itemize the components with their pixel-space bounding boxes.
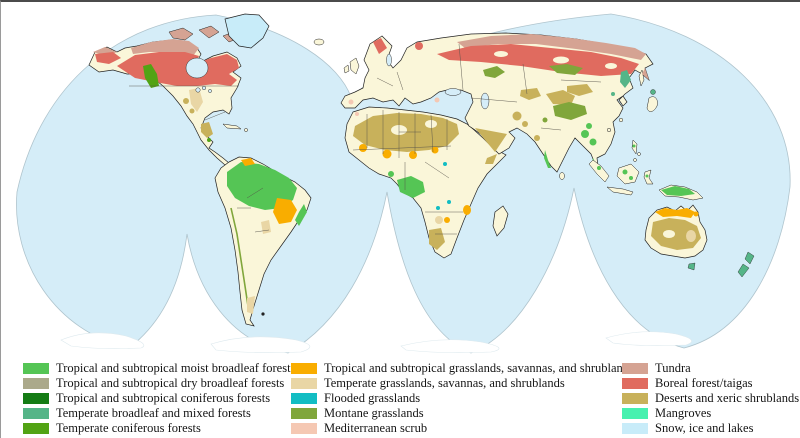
legend-item: Tundra: [622, 361, 799, 376]
legend-swatch-flooded-grasslands: [291, 393, 317, 404]
legend-swatch-tropical-grasslands: [291, 363, 317, 374]
iceland: [313, 38, 325, 46]
legend-item: Tropical and subtropical dry broadleaf f…: [23, 376, 295, 391]
greenland: [224, 13, 325, 49]
black-sea: [444, 88, 462, 96]
biome-patches-australia: [651, 208, 701, 250]
legend-item: Mangroves: [622, 406, 799, 421]
legend-swatch-temperate-broadleaf-mixed: [23, 408, 49, 419]
legend-label: Mediterranean scrub: [324, 421, 428, 435]
map-svg: [16, 13, 791, 354]
borneo: [616, 163, 640, 185]
legend-label: Montane grasslands: [324, 406, 424, 420]
legend-swatch-tundra: [622, 363, 648, 374]
legend-item: Temperate broadleaf and mixed forests: [23, 406, 295, 421]
legend-item: Temperate grasslands, savannas, and shru…: [291, 376, 634, 391]
legend-item: Tropical and subtropical moist broadleaf…: [23, 361, 295, 376]
legend-item: Snow, ice and lakes: [622, 421, 799, 436]
legend-label: Flooded grasslands: [324, 391, 421, 405]
legend-label: Tundra: [655, 361, 691, 375]
caspian-sea: [480, 92, 490, 110]
sri-lanka: [559, 172, 565, 180]
legend-swatch-dry-broadleaf: [23, 378, 49, 389]
legend-label: Temperate broadleaf and mixed forests: [56, 406, 251, 420]
legend-item: Flooded grasslands: [291, 391, 634, 406]
great-lakes: [195, 87, 201, 93]
legend-column-1: Tropical and subtropical moist broadleaf…: [23, 361, 295, 436]
legend-swatch-snow-ice-lakes: [622, 423, 648, 434]
baltic-sea: [386, 53, 392, 67]
legend-swatch-boreal-forest: [622, 378, 648, 389]
legend: Tropical and subtropical moist broadleaf…: [1, 354, 800, 438]
legend-swatch-deserts-xeric: [622, 393, 648, 404]
legend-item: Temperate coniferous forests: [23, 421, 295, 436]
country-borders: [129, 43, 602, 235]
legend-swatch-tropical-coniferous: [23, 393, 49, 404]
legend-label: Temperate grasslands, savannas, and shru…: [324, 376, 565, 390]
legend-label: Tropical and subtropical coniferous fore…: [56, 391, 271, 405]
legend-label: Deserts and xeric shrublands: [655, 391, 800, 405]
world-biomes-map: [1, 2, 800, 354]
legend-swatch-temperate-coniferous: [23, 423, 49, 434]
legend-item: Deserts and xeric shrublands: [622, 391, 799, 406]
antarctica-ice: [60, 331, 692, 353]
legend-swatch-moist-broadleaf: [23, 363, 49, 374]
legend-column-3: Tundra Boreal forest/taigas Deserts and …: [622, 361, 799, 436]
legend-item: Tropical and subtropical grasslands, sav…: [291, 361, 634, 376]
madagascar: [492, 205, 509, 237]
new-zealand-south: [737, 263, 750, 278]
legend-label: Tropical and subtropical grasslands, sav…: [324, 361, 634, 375]
tasmania: [687, 262, 696, 271]
new-zealand-north: [744, 251, 755, 265]
legend-item: Montane grasslands: [291, 406, 634, 421]
legend-item: Boreal forest/taigas: [622, 376, 799, 391]
islands-southeast-asia: [588, 139, 704, 201]
hudson-bay: [185, 57, 209, 79]
legend-item: Tropical and subtropical coniferous fore…: [23, 391, 295, 406]
legend-column-2: Tropical and subtropical grasslands, sav…: [291, 361, 634, 436]
biome-patches-south-america: [227, 158, 307, 314]
inland-seas: [185, 53, 490, 110]
legend-item: Mediterranean scrub: [291, 421, 634, 436]
java: [606, 186, 634, 196]
legend-swatch-montane-grasslands: [291, 408, 317, 419]
legend-label: Snow, ice and lakes: [655, 421, 754, 435]
british-isles: [349, 57, 360, 75]
legend-label: Tropical and subtropical dry broadleaf f…: [56, 376, 285, 390]
biome-patches-north-america: [93, 39, 239, 142]
biome-patches-eurasia: [348, 34, 649, 172]
legend-label: Temperate coniferous forests: [56, 421, 201, 435]
legend-swatch-temperate-grasslands: [291, 378, 317, 389]
japan: [646, 96, 658, 112]
legend-swatch-mediterranean-scrub: [291, 423, 317, 434]
legend-label: Tropical and subtropical moist broadleaf…: [56, 361, 296, 375]
legend-label: Boreal forest/taigas: [655, 376, 753, 390]
sumatra: [588, 159, 610, 183]
hokkaido: [650, 89, 656, 95]
legend-swatch-mangroves: [622, 408, 648, 419]
sulawesi: [643, 169, 654, 185]
legend-label: Mangroves: [655, 406, 712, 420]
